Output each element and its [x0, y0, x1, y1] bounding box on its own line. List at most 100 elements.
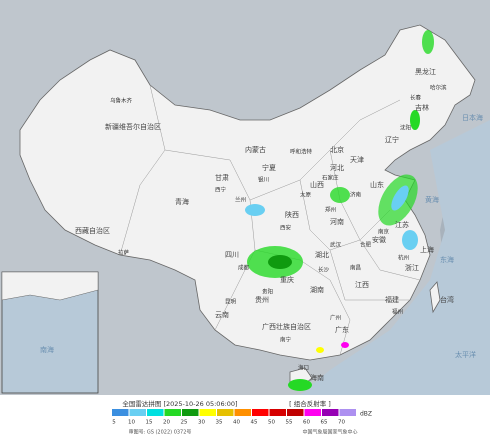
province-label: 福建	[385, 295, 399, 304]
legend-swatch	[164, 409, 181, 416]
legend-value: 30	[198, 420, 205, 426]
taiwan	[429, 281, 441, 314]
province-label: 湖南	[310, 285, 324, 294]
province-label: 青海	[175, 197, 189, 206]
city-label: 福州	[392, 308, 403, 316]
province-label: 山西	[310, 180, 324, 189]
source: 中国气象局国家气象中心	[302, 429, 357, 436]
legend-swatch	[112, 409, 129, 416]
sea-label: 日本海	[462, 113, 483, 122]
radar-echo	[245, 30, 434, 391]
province-label: 西藏自治区	[75, 226, 110, 235]
legend-swatch	[234, 409, 251, 416]
city-label: 济南	[350, 191, 362, 199]
province-label: 甘肃	[215, 173, 229, 182]
city-label: 兰州	[235, 196, 246, 204]
legend-panel	[0, 395, 490, 439]
china-outline	[19, 24, 476, 361]
sea	[300, 120, 490, 395]
city-label: 武汉	[330, 241, 342, 249]
province-label: 重庆	[280, 275, 294, 284]
city-label: 拉萨	[118, 249, 130, 257]
legend-value: 10	[128, 420, 135, 426]
sea-label: 黄海	[425, 195, 439, 204]
approval-number: 审图号: GS (2022) 0372号	[129, 429, 192, 436]
legend-swatch	[147, 409, 164, 416]
legend-value: 50	[268, 420, 275, 426]
province-label: 云南	[215, 310, 229, 319]
legend-value: 25	[181, 420, 188, 426]
legend-value: 55	[286, 420, 293, 426]
province-label: 吉林	[415, 103, 429, 112]
city-label: 沈阳	[400, 124, 411, 132]
province-label: 内蒙古	[245, 145, 266, 154]
sea-label: 南海	[40, 345, 54, 354]
province-label: 海南	[310, 373, 324, 382]
city-label: 乌鲁木齐	[110, 97, 133, 105]
legend-swatch	[129, 409, 146, 416]
province-label: 四川	[225, 251, 239, 259]
province-label: 宁夏	[262, 163, 276, 172]
legend-unit: dBZ	[360, 411, 372, 418]
city-label: 贵阳	[262, 288, 273, 296]
province-label: 江西	[355, 281, 369, 289]
legend-swatch	[322, 409, 339, 416]
city-label: 合肥	[360, 241, 372, 249]
legend-value: 15	[146, 420, 153, 426]
city-label: 南昌	[350, 264, 361, 272]
legend-scale: 5 10 15 20 25 30 35 40 45 50 55 60 65 70	[112, 409, 356, 426]
city-label: 石家庄	[322, 174, 339, 182]
city-label: 太原	[300, 191, 312, 199]
province-label: 河北	[330, 164, 344, 172]
city-label: 成都	[238, 264, 250, 272]
legend-title: 全国雷达拼图 [2025-10-26 05:06:00]	[122, 399, 237, 408]
legend-swatch	[304, 409, 321, 416]
legend-value: 65	[321, 420, 328, 426]
legend-value: 35	[216, 420, 223, 426]
province-label: 新疆维吾尔自治区	[105, 122, 161, 131]
province-label: 湖北	[315, 250, 329, 259]
city-label: 呼和浩特	[290, 148, 313, 156]
province-label: 上海	[420, 245, 434, 254]
province-label: 广东	[335, 325, 349, 334]
legend-value: 5	[112, 420, 116, 426]
province-label: 江苏	[395, 220, 409, 229]
city-label: 西安	[280, 224, 292, 232]
city-label: 郑州	[325, 206, 336, 214]
sea-label: 太平洋	[455, 350, 476, 359]
province-label: 陕西	[285, 210, 299, 219]
province-label: 山东	[370, 180, 384, 189]
province-label: 安徽	[372, 235, 386, 244]
legend-swatch	[199, 409, 216, 416]
province-label: 广西壮族自治区	[262, 322, 311, 331]
legend-swatch	[269, 409, 286, 416]
city-label: 南京	[378, 228, 390, 236]
legend-value: 70	[338, 420, 345, 426]
legend-swatch	[339, 409, 356, 416]
province-label: 辽宁	[385, 135, 399, 144]
legend-value: 40	[233, 420, 240, 426]
city-label: 广州	[330, 314, 341, 322]
legend-value: 60	[303, 420, 310, 426]
province-label: 台湾	[440, 295, 454, 304]
legend-value: 45	[251, 420, 258, 426]
province-label: 浙江	[405, 263, 419, 272]
province-label: 北京	[330, 145, 344, 154]
city-label: 西宁	[215, 186, 227, 194]
province-label: 贵州	[255, 295, 269, 304]
legend-swatch	[217, 409, 234, 416]
city-label: 长沙	[318, 266, 330, 274]
inset-land	[1, 271, 99, 301]
province-label: 黑龙江	[415, 67, 436, 76]
legend-swatch	[252, 409, 269, 416]
city-label: 哈尔滨	[430, 84, 447, 92]
legend-product: [ 组合反射率 ]	[289, 399, 331, 408]
city-label: 昆明	[225, 299, 237, 306]
city-label: 长春	[410, 94, 422, 102]
sea-label: 东海	[440, 255, 454, 264]
legend-swatch	[182, 409, 199, 416]
province-label: 河南	[330, 217, 344, 226]
legend-value: 20	[163, 420, 170, 426]
